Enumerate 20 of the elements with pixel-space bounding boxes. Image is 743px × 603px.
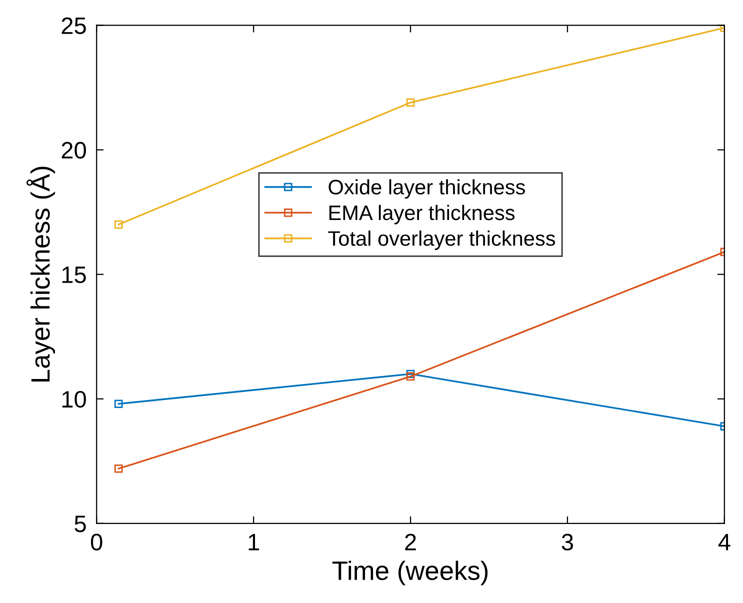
x-tick-label: 2: [405, 534, 416, 550]
x-tick-label: 0: [90, 534, 102, 550]
point: [114, 400, 123, 408]
x-tick-label: 4: [718, 534, 730, 550]
y-tick-label: 5: [74, 516, 86, 532]
point: [406, 98, 415, 107]
point: [114, 220, 123, 229]
legend-label: Total overlayer thickness: [328, 230, 556, 250]
y-tick-label: 15: [62, 266, 86, 284]
x-tick-label: 3: [562, 534, 573, 550]
y-tick-label: 25: [62, 17, 86, 34]
y-axis-title: Layer hickness (Å): [26, 166, 56, 382]
y-tick-label: 20: [62, 142, 86, 159]
legend-label: EMA layer thickness: [329, 204, 515, 224]
x-tick-label: 1: [248, 534, 259, 550]
point: [114, 464, 123, 473]
x-axis-title: Time (weeks): [332, 560, 488, 586]
legend-label: Oxide layer thickness: [328, 179, 525, 199]
y-tick-label: 10: [62, 390, 86, 408]
point: [406, 372, 415, 381]
